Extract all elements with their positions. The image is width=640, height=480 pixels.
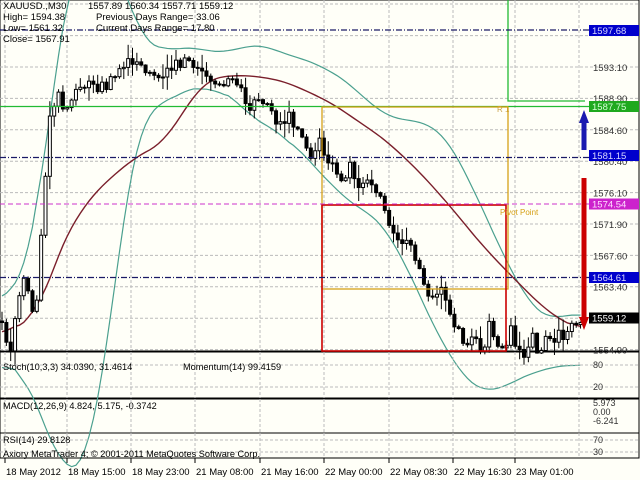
svg-text:21 May 08:00: 21 May 08:00 <box>196 467 254 478</box>
svg-text:1587.75: 1587.75 <box>592 102 626 113</box>
svg-text:1593.10: 1593.10 <box>593 63 627 74</box>
svg-text:Axiory MetaTrader 4; © 2001-20: Axiory MetaTrader 4; © 2001-2011 MetaQuo… <box>3 449 260 459</box>
svg-text:20: 20 <box>593 382 603 392</box>
svg-text:1576.10: 1576.10 <box>593 189 627 200</box>
svg-text:1574.54: 1574.54 <box>592 200 626 211</box>
svg-text:18 May 23:00: 18 May 23:00 <box>132 467 190 478</box>
svg-text:22 May 00:00: 22 May 00:00 <box>325 467 383 478</box>
svg-text:-6.241: -6.241 <box>593 416 619 426</box>
svg-text:22 May 16:30: 22 May 16:30 <box>454 467 512 478</box>
svg-text:Momentum(14) 99.4159: Momentum(14) 99.4159 <box>183 362 281 372</box>
svg-text:1571.90: 1571.90 <box>593 220 627 231</box>
svg-text:1557.89 1560.34 1557.71 1559.1: 1557.89 1560.34 1557.71 1559.12 <box>88 1 233 12</box>
svg-text:Close= 1567.91: Close= 1567.91 <box>3 34 70 45</box>
svg-text:23 May 01:00: 23 May 01:00 <box>516 467 574 478</box>
svg-text:1567.60: 1567.60 <box>593 251 627 262</box>
svg-text:XAUUSD.,M30: XAUUSD.,M30 <box>3 1 66 12</box>
svg-text:30: 30 <box>593 447 603 457</box>
svg-text:Current Days Range= 17.80: Current Days Range= 17.80 <box>96 23 215 34</box>
svg-text:22 May 08:30: 22 May 08:30 <box>390 467 448 478</box>
svg-text:1584.60: 1584.60 <box>593 126 627 137</box>
svg-text:70: 70 <box>593 435 603 445</box>
svg-text:1581.15: 1581.15 <box>592 151 626 162</box>
svg-text:High= 1594.38: High= 1594.38 <box>3 12 65 23</box>
svg-text:18 May 15:00: 18 May 15:00 <box>68 467 126 478</box>
svg-text:RSI(14) 29.8128: RSI(14) 29.8128 <box>3 435 70 445</box>
svg-text:1563.40: 1563.40 <box>593 283 627 294</box>
svg-text:1564.61: 1564.61 <box>592 273 626 284</box>
svg-text:Previous Days Range= 33.06: Previous Days Range= 33.06 <box>96 12 220 23</box>
svg-text:80: 80 <box>593 360 603 370</box>
svg-text:1554.90: 1554.90 <box>593 346 627 357</box>
svg-text:MACD(12,26,9) 4.824, 5.175, -0: MACD(12,26,9) 4.824, 5.175, -0.3742 <box>3 401 157 411</box>
svg-text:Stoch(10,3,3) 34.0390, 31.4614: Stoch(10,3,3) 34.0390, 31.4614 <box>3 362 132 372</box>
svg-text:1559.12: 1559.12 <box>592 314 626 325</box>
svg-text:1597.68: 1597.68 <box>592 26 626 37</box>
svg-text:Pivot Point: Pivot Point <box>500 208 539 217</box>
svg-text:18 May 2012: 18 May 2012 <box>6 467 61 478</box>
svg-text:Low= 1561.32: Low= 1561.32 <box>3 23 63 34</box>
svg-text:21 May 16:00: 21 May 16:00 <box>261 467 319 478</box>
